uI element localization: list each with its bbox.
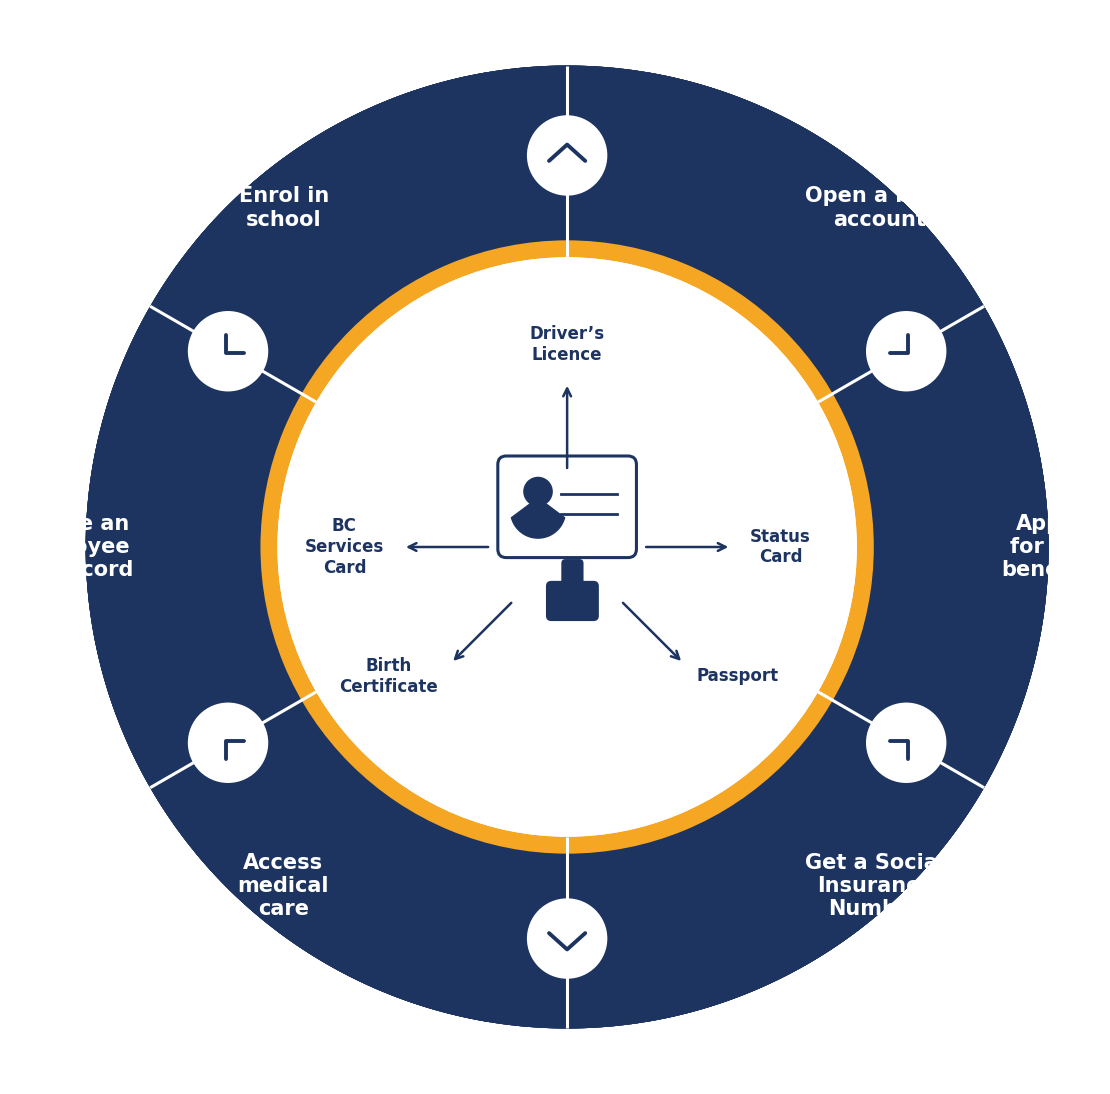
Text: Create an
employee
tax record: Create an employee tax record [12, 514, 133, 580]
Text: Passport: Passport [697, 667, 779, 686]
Circle shape [866, 702, 947, 783]
Text: Enrol in
school: Enrol in school [239, 186, 329, 230]
FancyBboxPatch shape [562, 559, 584, 600]
Text: Access
medical
care: Access medical care [238, 853, 329, 919]
Text: Driver’s
Licence: Driver’s Licence [529, 325, 605, 364]
FancyBboxPatch shape [546, 581, 599, 621]
Circle shape [188, 702, 269, 783]
Wedge shape [85, 66, 1049, 1022]
Text: Get a Social
Insurance
Number: Get a Social Insurance Number [805, 853, 945, 919]
Wedge shape [195, 66, 1049, 1028]
FancyBboxPatch shape [497, 456, 636, 558]
Polygon shape [512, 498, 565, 538]
Wedge shape [261, 241, 874, 853]
Circle shape [527, 115, 607, 196]
Circle shape [527, 898, 607, 979]
Circle shape [278, 257, 857, 837]
Wedge shape [85, 72, 1049, 1028]
Wedge shape [85, 66, 1049, 1022]
Circle shape [866, 311, 947, 392]
Wedge shape [85, 66, 939, 1028]
Text: BC
Services
Card: BC Services Card [305, 517, 384, 577]
Wedge shape [85, 72, 1049, 1028]
Text: Status
Card: Status Card [750, 527, 811, 567]
Text: Birth
Certificate: Birth Certificate [339, 657, 437, 696]
Circle shape [188, 311, 269, 392]
Text: Open a bank
account: Open a bank account [805, 186, 953, 230]
Text: Apply
for tax
benefits: Apply for tax benefits [1001, 514, 1098, 580]
Circle shape [523, 477, 553, 507]
